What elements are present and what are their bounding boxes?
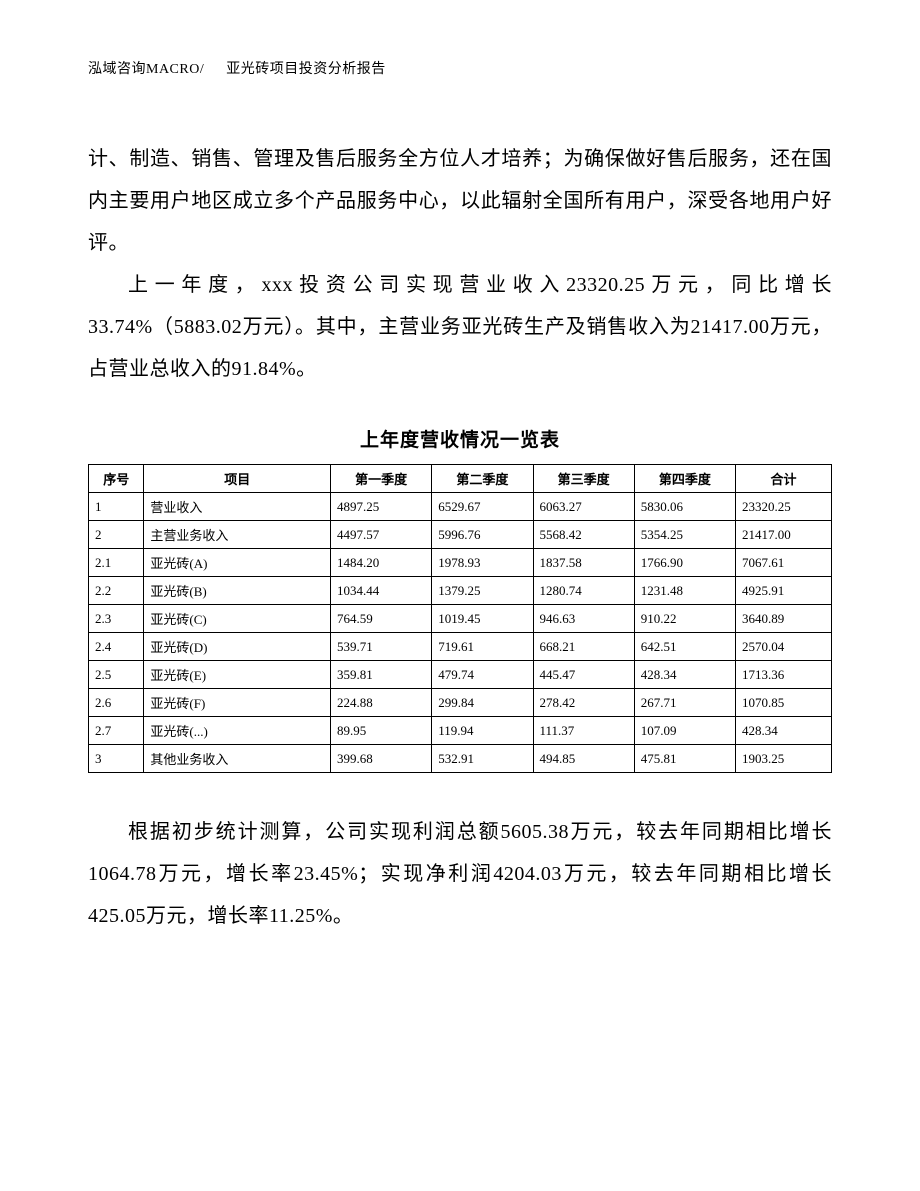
cell-idx: 2.5: [89, 661, 144, 689]
cell-item: 亚光砖(F): [144, 689, 331, 717]
cell-q1: 4897.25: [330, 493, 431, 521]
cell-idx: 1: [89, 493, 144, 521]
header-doc-title: 亚光砖项目投资分析报告: [226, 62, 386, 77]
table-row: 2.7 亚光砖(...) 89.95 119.94 111.37 107.09 …: [89, 717, 832, 745]
col-header-q1: 第一季度: [330, 465, 431, 493]
cell-q1: 764.59: [330, 605, 431, 633]
cell-item: 亚光砖(B): [144, 577, 331, 605]
table-row: 2.4 亚光砖(D) 539.71 719.61 668.21 642.51 2…: [89, 633, 832, 661]
cell-idx: 2: [89, 521, 144, 549]
cell-q1: 4497.57: [330, 521, 431, 549]
col-header-index: 序号: [89, 465, 144, 493]
cell-idx: 3: [89, 745, 144, 773]
cell-q1: 224.88: [330, 689, 431, 717]
cell-q4: 267.71: [634, 689, 735, 717]
cell-item: 主营业务收入: [144, 521, 331, 549]
table-body: 1 营业收入 4897.25 6529.67 6063.27 5830.06 2…: [89, 493, 832, 773]
col-header-item: 项目: [144, 465, 331, 493]
cell-item: 亚光砖(...): [144, 717, 331, 745]
cell-idx: 2.2: [89, 577, 144, 605]
table-header-row: 序号 项目 第一季度 第二季度 第三季度 第四季度 合计: [89, 465, 832, 493]
paragraph-1: 计、制造、销售、管理及售后服务全方位人才培养；为确保做好售后服务，还在国内主要用…: [88, 138, 832, 264]
cell-idx: 2.3: [89, 605, 144, 633]
cell-q3: 278.42: [533, 689, 634, 717]
cell-q4: 107.09: [634, 717, 735, 745]
cell-q3: 6063.27: [533, 493, 634, 521]
table-row: 2.1 亚光砖(A) 1484.20 1978.93 1837.58 1766.…: [89, 549, 832, 577]
cell-q2: 299.84: [432, 689, 533, 717]
cell-item: 其他业务收入: [144, 745, 331, 773]
cell-q4: 1231.48: [634, 577, 735, 605]
cell-q1: 1034.44: [330, 577, 431, 605]
cell-idx: 2.4: [89, 633, 144, 661]
cell-item: 亚光砖(D): [144, 633, 331, 661]
cell-idx: 2.1: [89, 549, 144, 577]
cell-idx: 2.6: [89, 689, 144, 717]
cell-q4: 5830.06: [634, 493, 735, 521]
cell-q2: 119.94: [432, 717, 533, 745]
cell-idx: 2.7: [89, 717, 144, 745]
table-row: 1 营业收入 4897.25 6529.67 6063.27 5830.06 2…: [89, 493, 832, 521]
cell-q1: 539.71: [330, 633, 431, 661]
cell-q4: 428.34: [634, 661, 735, 689]
cell-total: 4925.91: [736, 577, 832, 605]
cell-total: 1070.85: [736, 689, 832, 717]
cell-total: 3640.89: [736, 605, 832, 633]
cell-q4: 475.81: [634, 745, 735, 773]
cell-q2: 719.61: [432, 633, 533, 661]
cell-total: 428.34: [736, 717, 832, 745]
cell-q2: 479.74: [432, 661, 533, 689]
cell-q2: 6529.67: [432, 493, 533, 521]
col-header-q4: 第四季度: [634, 465, 735, 493]
table-row: 2.5 亚光砖(E) 359.81 479.74 445.47 428.34 1…: [89, 661, 832, 689]
cell-q3: 946.63: [533, 605, 634, 633]
table-row: 2.6 亚光砖(F) 224.88 299.84 278.42 267.71 1…: [89, 689, 832, 717]
table-row: 2.3 亚光砖(C) 764.59 1019.45 946.63 910.22 …: [89, 605, 832, 633]
cell-q3: 111.37: [533, 717, 634, 745]
cell-q2: 1379.25: [432, 577, 533, 605]
cell-total: 1903.25: [736, 745, 832, 773]
cell-total: 7067.61: [736, 549, 832, 577]
header-company: 泓域咨询MACRO/: [88, 62, 204, 77]
cell-q4: 910.22: [634, 605, 735, 633]
cell-q3: 668.21: [533, 633, 634, 661]
table-title: 上年度营收情况一览表: [88, 425, 832, 452]
cell-q4: 5354.25: [634, 521, 735, 549]
page-header: 泓域咨询MACRO/ 亚光砖项目投资分析报告: [88, 58, 832, 78]
cell-q4: 642.51: [634, 633, 735, 661]
table-row: 3 其他业务收入 399.68 532.91 494.85 475.81 190…: [89, 745, 832, 773]
cell-total: 23320.25: [736, 493, 832, 521]
cell-item: 亚光砖(C): [144, 605, 331, 633]
cell-q2: 5996.76: [432, 521, 533, 549]
revenue-table: 序号 项目 第一季度 第二季度 第三季度 第四季度 合计 1 营业收入 4897…: [88, 464, 832, 773]
cell-total: 2570.04: [736, 633, 832, 661]
paragraph-3: 根据初步统计测算，公司实现利润总额5605.38万元，较去年同期相比增长1064…: [88, 811, 832, 937]
cell-total: 1713.36: [736, 661, 832, 689]
cell-item: 营业收入: [144, 493, 331, 521]
cell-q1: 359.81: [330, 661, 431, 689]
cell-q2: 1978.93: [432, 549, 533, 577]
cell-item: 亚光砖(A): [144, 549, 331, 577]
cell-q1: 399.68: [330, 745, 431, 773]
paragraph-block-1: 计、制造、销售、管理及售后服务全方位人才培养；为确保做好售后服务，还在国内主要用…: [88, 138, 832, 390]
cell-q4: 1766.90: [634, 549, 735, 577]
table-row: 2.2 亚光砖(B) 1034.44 1379.25 1280.74 1231.…: [89, 577, 832, 605]
table-row: 2 主营业务收入 4497.57 5996.76 5568.42 5354.25…: [89, 521, 832, 549]
after-table-paragraph: 根据初步统计测算，公司实现利润总额5605.38万元，较去年同期相比增长1064…: [88, 811, 832, 937]
cell-q1: 89.95: [330, 717, 431, 745]
cell-q2: 532.91: [432, 745, 533, 773]
cell-q3: 1837.58: [533, 549, 634, 577]
cell-q3: 1280.74: [533, 577, 634, 605]
cell-q3: 445.47: [533, 661, 634, 689]
col-header-q2: 第二季度: [432, 465, 533, 493]
col-header-total: 合计: [736, 465, 832, 493]
cell-q3: 5568.42: [533, 521, 634, 549]
cell-q2: 1019.45: [432, 605, 533, 633]
col-header-q3: 第三季度: [533, 465, 634, 493]
cell-q3: 494.85: [533, 745, 634, 773]
cell-item: 亚光砖(E): [144, 661, 331, 689]
cell-total: 21417.00: [736, 521, 832, 549]
cell-q1: 1484.20: [330, 549, 431, 577]
paragraph-2: 上一年度，xxx投资公司实现营业收入23320.25万元，同比增长33.74%（…: [88, 264, 832, 390]
